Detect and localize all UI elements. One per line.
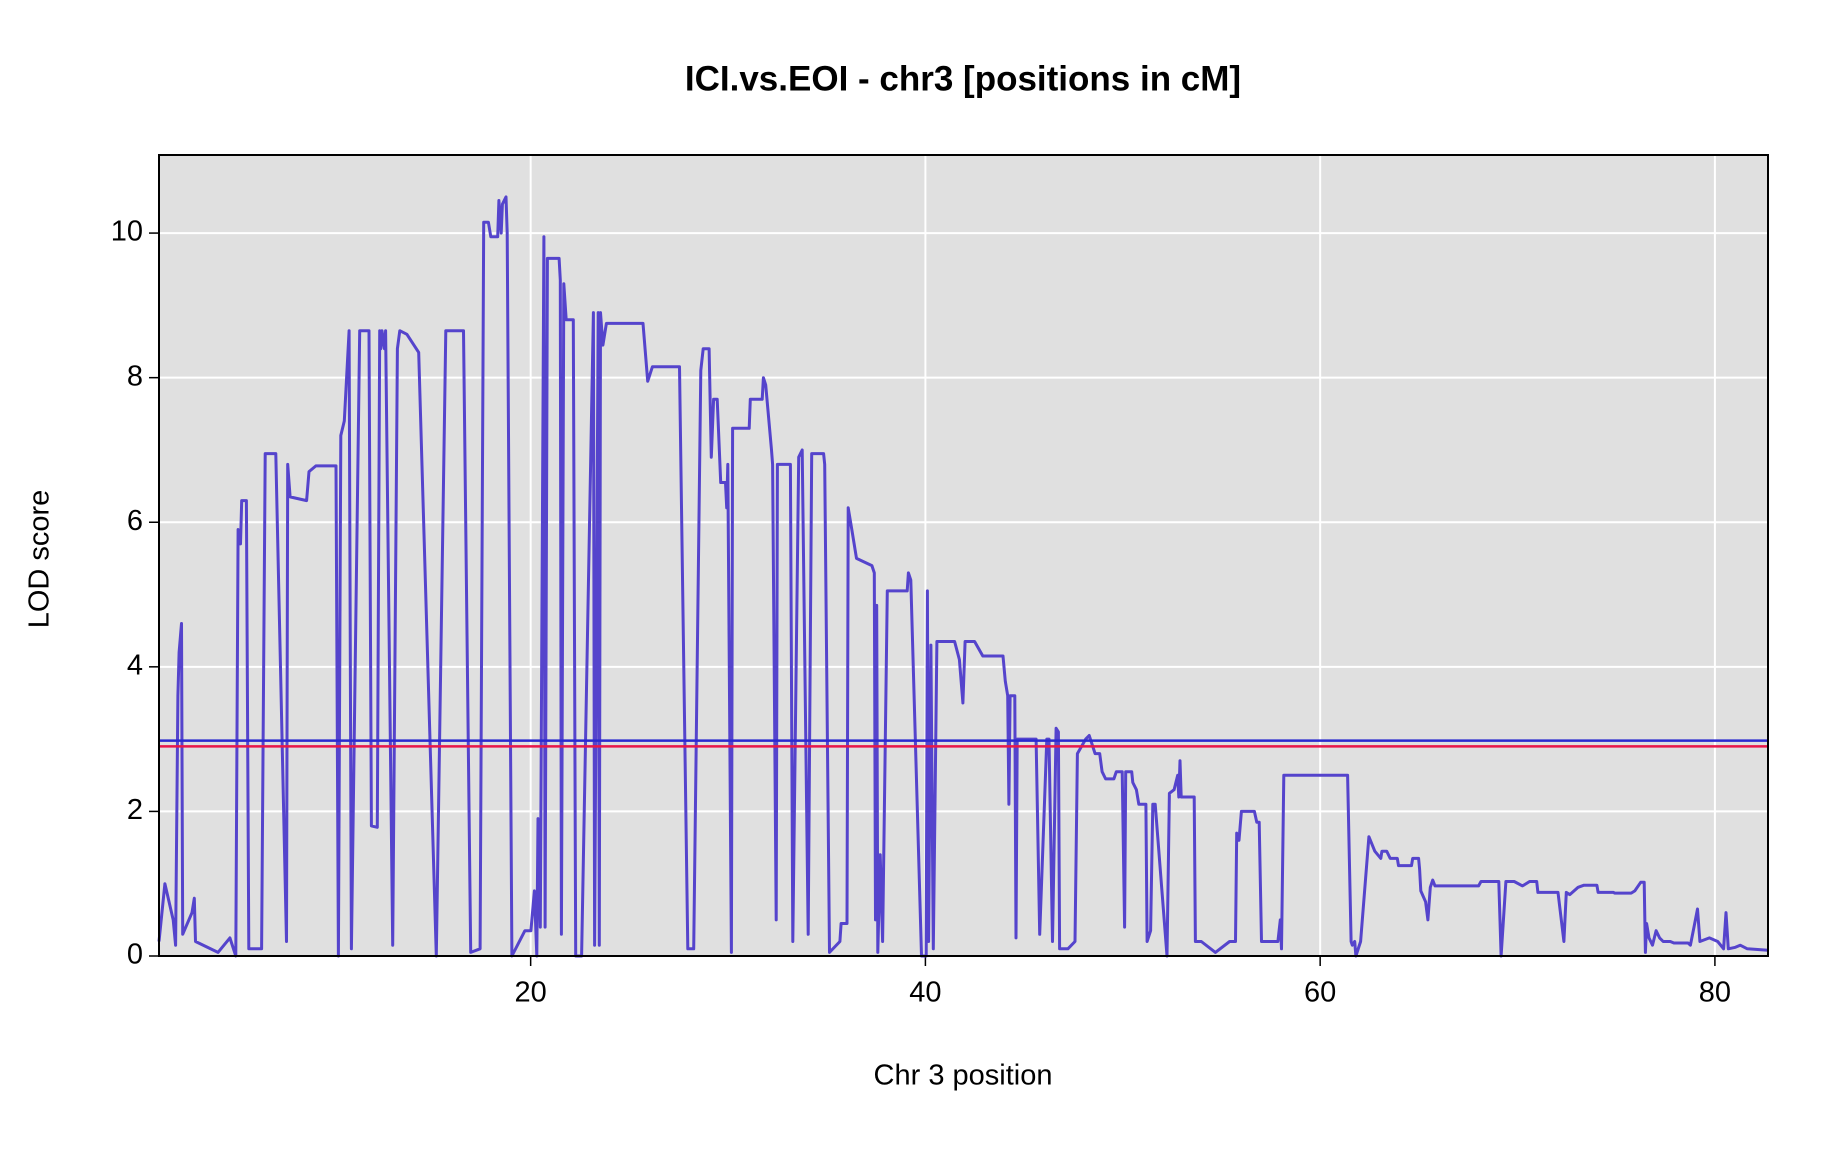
y-tick-label: 6	[127, 505, 143, 537]
y-tick-label: 2	[127, 794, 143, 826]
y-tick-label: 10	[111, 216, 143, 248]
x-tick-label: 20	[515, 977, 547, 1009]
chart-title: ICI.vs.EOI - chr3 [positions in cM]	[685, 59, 1241, 98]
x-tick-label: 80	[1699, 977, 1731, 1009]
x-axis-label: Chr 3 position	[874, 1060, 1053, 1092]
x-tick-label: 60	[1304, 977, 1336, 1009]
plot-frame	[158, 154, 1769, 957]
y-tick-label: 4	[127, 649, 143, 681]
plot-background	[159, 155, 1768, 956]
y-tick-label: 8	[127, 360, 143, 392]
x-tick-label: 40	[909, 977, 941, 1009]
y-tick-label: 0	[127, 939, 143, 971]
y-axis-label: LOD score	[24, 490, 56, 629]
